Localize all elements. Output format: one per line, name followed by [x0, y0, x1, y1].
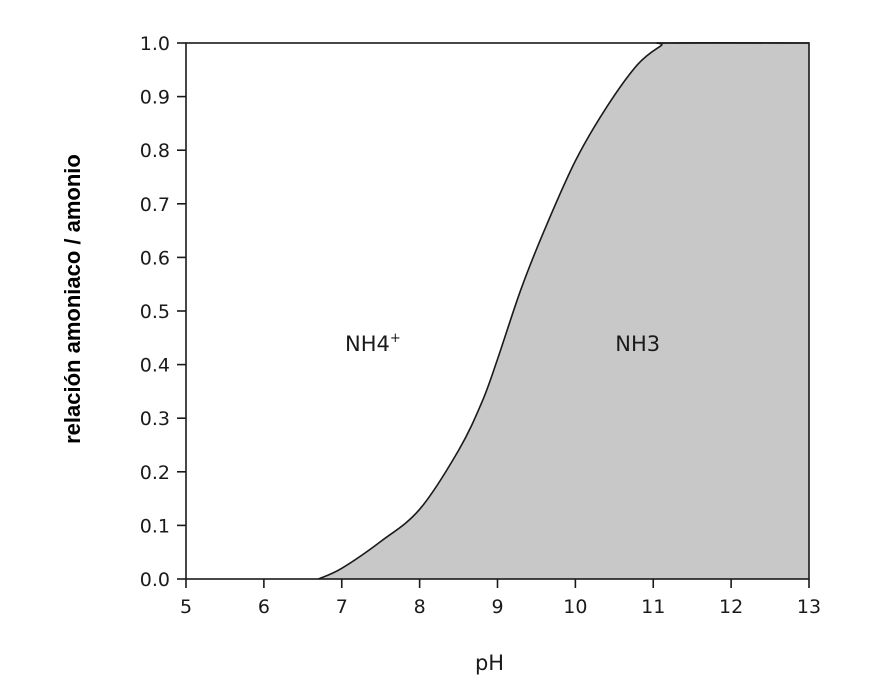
y-tick-label: 0.3	[140, 408, 170, 430]
y-tick-label: 1.0	[140, 33, 170, 55]
x-tick-label: 8	[414, 596, 426, 618]
ammonia-label: NH3	[615, 332, 660, 356]
x-tick-label: 13	[797, 596, 821, 618]
y-tick-label: 0.6	[140, 247, 170, 269]
y-tick-label: 0.4	[140, 355, 170, 377]
axes-layer	[177, 42, 810, 588]
x-axis-title: pH	[475, 651, 504, 675]
x-tick-label: 11	[641, 596, 665, 618]
y-tick-label: 0.2	[140, 462, 170, 484]
area-layer	[318, 42, 810, 580]
x-tick-label: 7	[336, 596, 348, 618]
x-tick-label: 6	[258, 596, 270, 618]
y-tick-label: 0.8	[140, 140, 170, 162]
y-tick-label: 0.9	[140, 87, 170, 109]
nh3-region-fill	[318, 42, 809, 579]
y-axis-title: relación amoniaco / amonio	[60, 154, 85, 444]
y-tick-label: 0.5	[140, 301, 170, 323]
x-tick-label: 10	[563, 596, 587, 618]
x-tick-label: 5	[180, 596, 192, 618]
labels-layer: 5 6 7 8 9 10 11 12 13 0.0 0.1 0.2 0.3 0.4 0.5 0.6 0.7 0.8…	[60, 33, 821, 675]
y-tick-label: 0.0	[140, 569, 170, 591]
x-tick-label: 9	[491, 596, 503, 618]
ammonium-label: NH4+	[345, 331, 401, 356]
y-tick-label: 0.1	[140, 515, 170, 537]
x-tick-label: 12	[719, 596, 743, 618]
fraction-curve	[318, 42, 810, 580]
y-tick-label: 0.7	[140, 194, 170, 216]
